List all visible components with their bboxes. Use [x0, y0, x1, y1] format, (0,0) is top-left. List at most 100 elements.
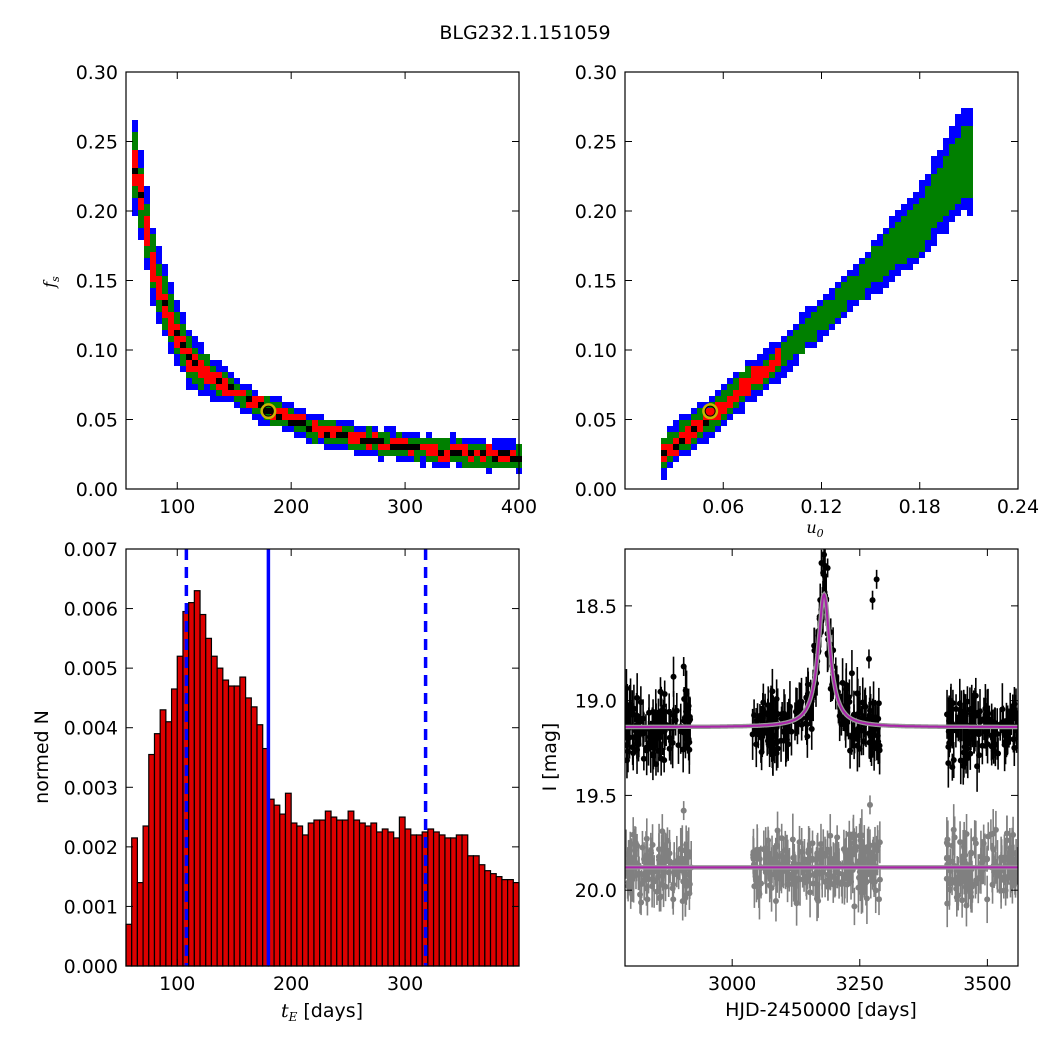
density-cell: [426, 444, 432, 456]
histogram-bar: [153, 733, 161, 967]
density-cell: [781, 342, 787, 366]
histogram-bar: [353, 819, 361, 967]
data-point: [666, 850, 673, 857]
density-cell: [198, 360, 204, 378]
data-point: [965, 878, 972, 885]
histogram-bar: [148, 753, 156, 967]
density-cell: [901, 216, 907, 264]
lightcurve-plot: [625, 549, 1018, 928]
density-cell: [366, 438, 372, 444]
density-cell: [330, 426, 336, 438]
histogram-bar: [444, 837, 452, 967]
density-cell: [216, 378, 222, 384]
density-cell: [192, 360, 198, 366]
x-axis-label: HJD-2450000 [days]: [725, 999, 917, 1021]
y-tick-label: 0.10: [575, 340, 617, 362]
data-point: [640, 755, 647, 762]
y-tick-label: 0.30: [575, 62, 617, 84]
axes-frame: [624, 548, 1019, 967]
data-point: [784, 858, 791, 865]
x-axis-label: u0: [806, 518, 823, 540]
density-cell: [673, 444, 679, 450]
data-point: [637, 891, 644, 898]
histogram-bar: [410, 834, 418, 967]
data-point: [681, 714, 688, 721]
x-tick-label: 0.12: [800, 496, 842, 518]
histogram-bar: [170, 688, 178, 967]
histogram-bar: [307, 822, 315, 967]
density-cell: [240, 390, 246, 396]
data-point: [992, 868, 999, 875]
data-point: [1002, 739, 1009, 746]
density-cell: [228, 384, 234, 390]
density-cell: [889, 228, 895, 270]
data-point: [651, 743, 658, 750]
model-curve: [625, 592, 1018, 728]
histogram-bar: [455, 834, 463, 967]
data-point: [865, 655, 872, 662]
density-cell: [264, 408, 270, 414]
y-tick-label: 18.5: [575, 596, 617, 618]
data-point: [988, 743, 995, 750]
density-cell: [180, 342, 186, 348]
histogram-bar: [467, 855, 475, 967]
data-point: [876, 747, 883, 754]
density-cell: [450, 450, 456, 456]
density-cell: [312, 420, 318, 432]
density-cell: [162, 300, 168, 306]
density-cell: [276, 414, 282, 420]
data-point: [756, 856, 763, 863]
data-point: [637, 727, 644, 734]
data-point: [772, 897, 779, 904]
data-point: [625, 851, 630, 858]
data-point: [1011, 701, 1018, 708]
data-point: [639, 844, 646, 851]
data-point: [666, 708, 673, 715]
histogram-bar: [188, 602, 195, 967]
data-point: [998, 874, 1005, 881]
density-cell: [144, 216, 150, 246]
histogram-bar: [284, 792, 292, 967]
density-cell: [306, 426, 312, 432]
data-point: [798, 721, 805, 728]
histogram-bar: [256, 724, 264, 967]
density-cell: [703, 420, 709, 426]
data-point: [950, 826, 957, 833]
data-point: [758, 749, 765, 756]
data-point: [855, 884, 862, 891]
data-point: [810, 880, 817, 887]
y-tick-label: 0.000: [64, 956, 118, 978]
data-point: [998, 857, 1005, 864]
data-point: [683, 841, 690, 848]
density-cell: [342, 432, 348, 438]
density-cell: [751, 366, 757, 384]
data-point: [873, 576, 880, 583]
histogram-bar: [415, 834, 423, 967]
histogram-bar: [507, 879, 514, 967]
data-point: [652, 711, 659, 718]
figure-title: BLG232.1.151059: [439, 22, 611, 44]
histogram-bar: [512, 881, 520, 967]
histogram-bar: [461, 834, 469, 967]
histogram-bar: [478, 864, 486, 967]
data-point: [863, 878, 870, 885]
density-cell: [793, 330, 799, 354]
data-point: [822, 850, 829, 857]
data-point: [680, 807, 687, 814]
y-tick-label: 0.15: [575, 271, 617, 293]
x-tick-label: 200: [273, 496, 309, 518]
histogram-bar: [165, 721, 173, 967]
density-cell: [943, 156, 949, 216]
density-cell: [480, 450, 486, 456]
data-point: [964, 754, 971, 761]
data-point: [807, 889, 814, 896]
histogram-bar: [330, 816, 338, 967]
data-point: [979, 858, 986, 865]
data-point: [671, 868, 678, 875]
density-cell: [925, 186, 931, 240]
density-cell: [438, 450, 444, 456]
histogram-bar: [450, 837, 457, 967]
density-cell: [787, 336, 793, 360]
histogram-bar: [125, 923, 133, 967]
density-cell: [288, 420, 294, 426]
